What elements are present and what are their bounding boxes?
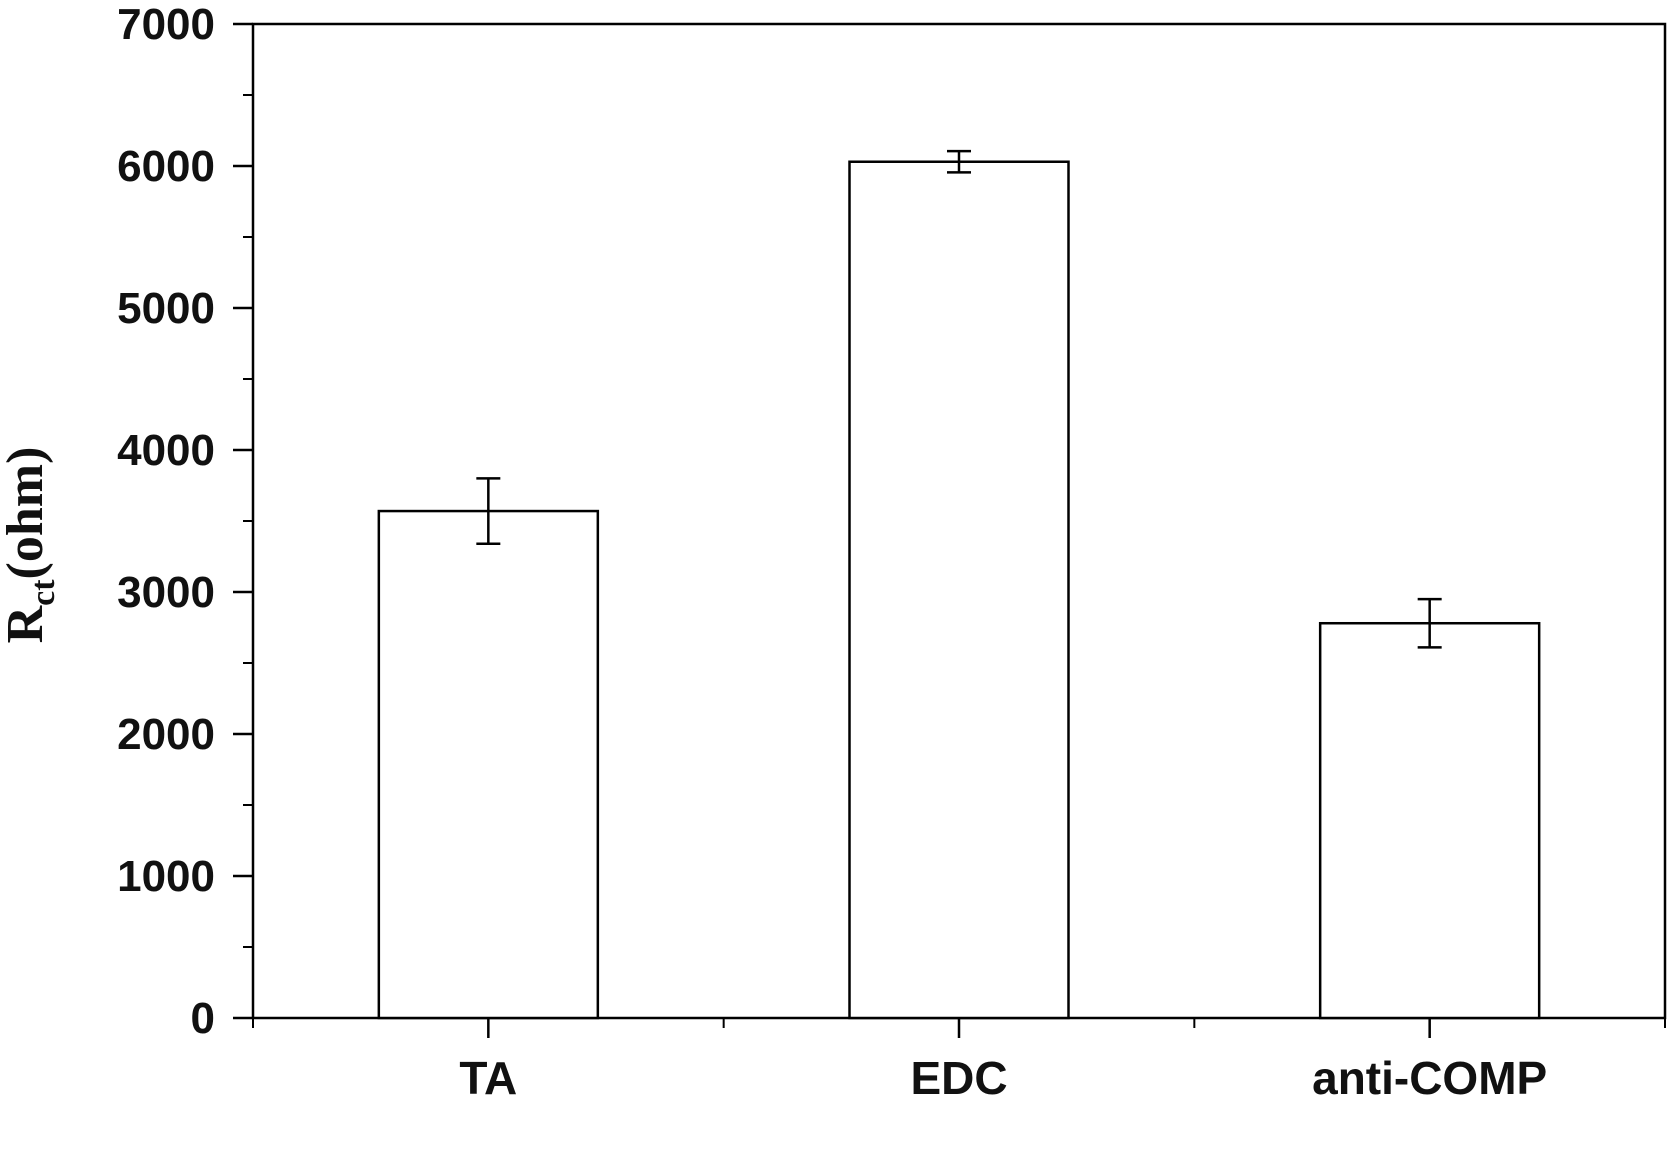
error-bars bbox=[476, 149, 1442, 649]
y-axis-label-subscript: ct bbox=[25, 579, 62, 606]
y-axis-ticks: 0 1000 2000 3000 4000 5000 6000 7000 bbox=[117, 0, 253, 1043]
x-axis-ticks: TA EDC anti-COMP bbox=[252, 1018, 1666, 1104]
bar-anti-comp bbox=[1318, 621, 1541, 1020]
y-axis-label: Rct(ohm) bbox=[0, 447, 62, 644]
y-tick-label: 3000 bbox=[117, 568, 215, 617]
bar-edc bbox=[848, 160, 1070, 1020]
y-axis-label-suffix: (ohm) bbox=[0, 447, 54, 580]
x-tick-label: anti-COMP bbox=[1312, 1052, 1547, 1104]
x-tick-label: EDC bbox=[910, 1052, 1007, 1104]
y-tick-label: 4000 bbox=[117, 426, 215, 475]
y-axis-label-main: R bbox=[0, 604, 54, 643]
y-tick-label: 1000 bbox=[117, 852, 215, 901]
y-tick-label: 6000 bbox=[117, 142, 215, 191]
bars bbox=[377, 160, 1541, 1020]
y-tick-label: 0 bbox=[191, 994, 215, 1043]
y-tick-label: 5000 bbox=[117, 284, 215, 333]
y-tick-label: 7000 bbox=[117, 0, 215, 49]
x-tick-label: TA bbox=[459, 1052, 517, 1104]
bar-ta bbox=[377, 509, 600, 1020]
y-tick-label: 2000 bbox=[117, 710, 215, 759]
